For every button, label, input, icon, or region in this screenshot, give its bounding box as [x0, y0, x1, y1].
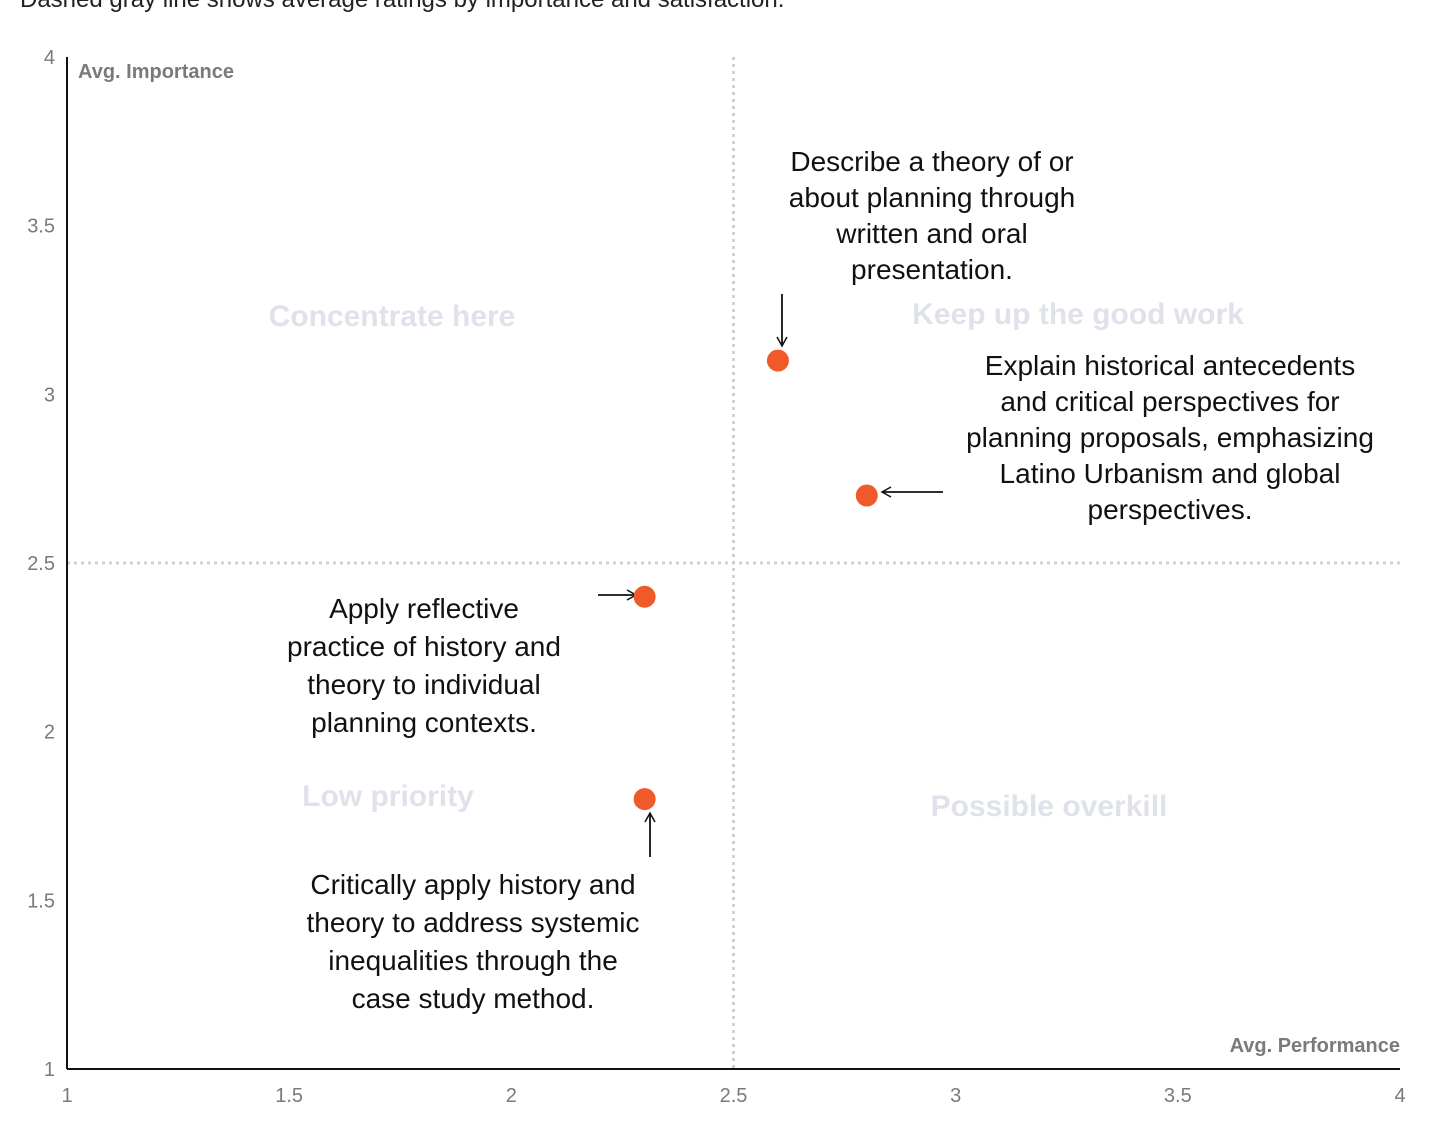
annotation-line: Latino Urbanism and global: [1000, 458, 1341, 489]
point-annotation: Explain historical antecedents and critic…: [966, 350, 1374, 525]
annotation-line: theory to address systemic: [306, 907, 639, 938]
reference-lines: [67, 57, 1400, 1069]
x-tick-label: 1: [61, 1085, 72, 1107]
annotation-line: planning proposals, emphasizing: [966, 422, 1374, 453]
annotation-line: Critically apply history and: [310, 869, 635, 900]
x-tick-label: 1.5: [275, 1085, 303, 1107]
annotation-line: perspectives.: [1088, 494, 1253, 525]
annotation-line: planning contexts.: [311, 707, 537, 738]
quadrant-label: Possible overkill: [931, 790, 1168, 823]
annotation-line: presentation.: [851, 254, 1013, 285]
x-tick-label: 2.5: [720, 1085, 748, 1107]
data-point: [766, 349, 789, 372]
chart-subtitle: Dashed gray line shows average ratings b…: [20, 0, 784, 14]
axis-titles: Avg. Importance Avg. Performance: [78, 61, 1400, 1057]
annotation-line: about planning through: [789, 182, 1075, 213]
annotation-line: case study method.: [352, 983, 595, 1014]
x-tick-label: 2: [506, 1085, 517, 1107]
quadrant-label: Concentrate here: [269, 300, 516, 333]
annotations: Describe a theory of or about planning th…: [287, 146, 1374, 1014]
point-annotation: Describe a theory of or about planning th…: [789, 146, 1075, 285]
annotation-line: Apply reflective: [329, 593, 519, 624]
annotation-line: and critical perspectives for: [1000, 386, 1339, 417]
point-annotation: Critically apply history and theory to ad…: [306, 869, 639, 1014]
annotation-line: Explain historical antecedents: [985, 350, 1355, 381]
quadrant-label: Keep up the good work: [912, 298, 1244, 331]
data-point: [633, 788, 656, 811]
y-tick-label: 1: [44, 1059, 55, 1081]
y-tick-label: 3: [44, 384, 55, 406]
annotation-line: written and oral: [835, 218, 1027, 249]
data-points: [633, 349, 878, 811]
annotation-line: practice of history and: [287, 631, 561, 662]
axes: [66, 57, 1400, 1070]
data-point: [855, 484, 878, 507]
y-axis-title: Avg. Importance: [78, 61, 234, 83]
x-tick-label: 4: [1394, 1085, 1405, 1107]
annotation-line: Describe a theory of or: [790, 146, 1073, 177]
x-tick-label: 3: [950, 1085, 961, 1107]
y-tick-label: 1.5: [27, 890, 55, 912]
quadrant-labels: Concentrate here Keep up the good work Low…: [269, 298, 1245, 823]
annotation-line: inequalities through the: [328, 945, 618, 976]
x-tick-label: 3.5: [1164, 1085, 1192, 1107]
annotation-line: theory to individual: [307, 669, 540, 700]
x-axis-title: Avg. Performance: [1230, 1035, 1400, 1057]
y-tick-label: 2.5: [27, 553, 55, 575]
data-point: [633, 585, 656, 608]
quadrant-label: Low priority: [302, 780, 474, 813]
tick-labels: 1 1.5 2 2.5 3 3.5 4 1 1.5 2 2.5 3 3.5 4: [27, 47, 1405, 1107]
point-annotation: Apply reflective practice of history and t…: [287, 593, 561, 738]
y-tick-label: 4: [44, 47, 55, 69]
y-tick-label: 3.5: [27, 216, 55, 238]
y-tick-label: 2: [44, 722, 55, 744]
